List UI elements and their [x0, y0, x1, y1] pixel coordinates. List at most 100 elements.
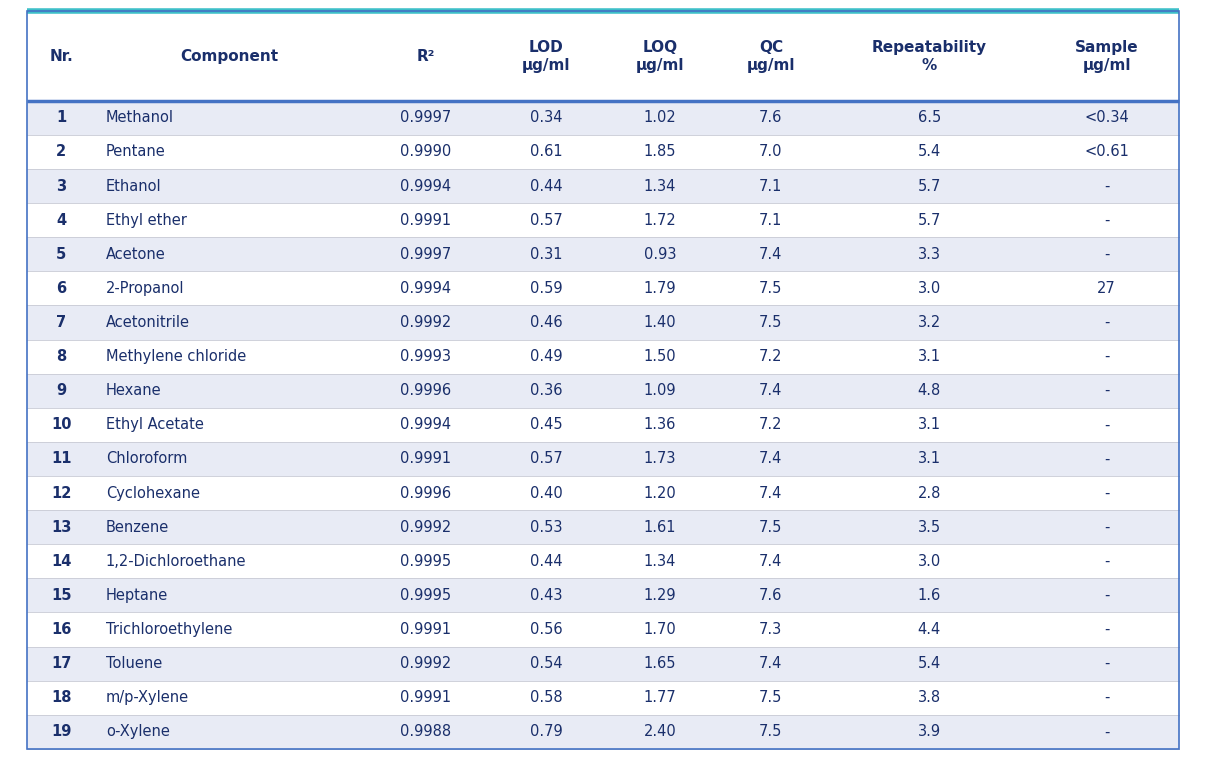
- Text: Methanol: Methanol: [106, 111, 174, 125]
- Text: 0.45: 0.45: [529, 418, 562, 432]
- Text: Acetonitrile: Acetonitrile: [106, 315, 189, 330]
- Text: 0.9993: 0.9993: [400, 349, 451, 364]
- Text: 5.4: 5.4: [918, 145, 941, 159]
- Text: 1.79: 1.79: [644, 281, 677, 296]
- Text: 3.0: 3.0: [918, 281, 941, 296]
- Text: 0.59: 0.59: [529, 281, 562, 296]
- Text: 7.4: 7.4: [760, 656, 783, 671]
- Text: 0.9992: 0.9992: [400, 315, 451, 330]
- Text: 7.5: 7.5: [760, 691, 783, 705]
- Text: 5.4: 5.4: [918, 656, 941, 671]
- Text: 18: 18: [51, 691, 71, 705]
- Text: 1.61: 1.61: [644, 520, 677, 534]
- Text: 1.50: 1.50: [644, 349, 677, 364]
- Text: 0.9991: 0.9991: [400, 452, 451, 466]
- Text: -: -: [1103, 520, 1110, 534]
- Bar: [27, 647, 1179, 681]
- Text: 0.58: 0.58: [529, 691, 562, 705]
- Text: 1.09: 1.09: [644, 384, 677, 398]
- Text: 2.40: 2.40: [644, 725, 677, 739]
- Bar: [27, 340, 1179, 374]
- Text: Component: Component: [180, 49, 279, 64]
- Text: 1,2-Dichloroethane: 1,2-Dichloroethane: [106, 554, 246, 568]
- Text: 2-Propanol: 2-Propanol: [106, 281, 185, 296]
- Text: 0.56: 0.56: [529, 622, 562, 637]
- Text: Cyclohexane: Cyclohexane: [106, 486, 200, 500]
- Text: 0.43: 0.43: [529, 588, 562, 603]
- Text: 7.4: 7.4: [760, 452, 783, 466]
- Text: 0.9988: 0.9988: [400, 725, 451, 739]
- Text: 0.9992: 0.9992: [400, 656, 451, 671]
- Text: Toluene: Toluene: [106, 656, 162, 671]
- Text: 12: 12: [51, 486, 71, 500]
- Text: 3.1: 3.1: [918, 349, 941, 364]
- Text: 3.0: 3.0: [918, 554, 941, 568]
- Bar: [27, 612, 1179, 647]
- Text: 7.5: 7.5: [760, 725, 783, 739]
- Text: 4: 4: [57, 213, 66, 227]
- Text: Benzene: Benzene: [106, 520, 169, 534]
- Text: -: -: [1103, 486, 1110, 500]
- Text: 0.9995: 0.9995: [400, 588, 451, 603]
- Text: 0.9995: 0.9995: [400, 554, 451, 568]
- Bar: [27, 715, 1179, 749]
- Text: 0.53: 0.53: [529, 520, 562, 534]
- Text: 0.57: 0.57: [529, 452, 562, 466]
- Text: 5.7: 5.7: [918, 213, 941, 227]
- Text: -: -: [1103, 315, 1110, 330]
- Text: 0.9996: 0.9996: [400, 384, 451, 398]
- Text: Nr.: Nr.: [49, 49, 74, 64]
- Text: LOQ
μg/ml: LOQ μg/ml: [636, 39, 684, 73]
- Text: R²: R²: [416, 49, 435, 64]
- Text: 7.5: 7.5: [760, 520, 783, 534]
- Bar: [27, 476, 1179, 510]
- Text: 27: 27: [1097, 281, 1116, 296]
- Bar: [27, 408, 1179, 442]
- Text: 19: 19: [51, 725, 71, 739]
- Text: 0.44: 0.44: [529, 554, 562, 568]
- Text: 7.4: 7.4: [760, 486, 783, 500]
- Text: 1: 1: [57, 111, 66, 125]
- Text: QC
μg/ml: QC μg/ml: [747, 39, 795, 73]
- Text: 13: 13: [51, 520, 71, 534]
- Text: 0.34: 0.34: [529, 111, 562, 125]
- Text: 3.1: 3.1: [918, 418, 941, 432]
- Text: 7.1: 7.1: [760, 213, 783, 227]
- Text: 0.9994: 0.9994: [400, 179, 451, 193]
- Text: o-Xylene: o-Xylene: [106, 725, 170, 739]
- Text: Chloroform: Chloroform: [106, 452, 187, 466]
- Text: 0.9997: 0.9997: [400, 247, 451, 262]
- Text: LOD
μg/ml: LOD μg/ml: [522, 39, 570, 73]
- Text: 1.34: 1.34: [644, 554, 677, 568]
- Text: Ethanol: Ethanol: [106, 179, 162, 193]
- Text: Repeatability
%: Repeatability %: [872, 39, 987, 73]
- Text: 7.4: 7.4: [760, 247, 783, 262]
- Text: Acetone: Acetone: [106, 247, 165, 262]
- Text: 0.31: 0.31: [529, 247, 562, 262]
- Text: 7.5: 7.5: [760, 281, 783, 296]
- Text: Trichloroethylene: Trichloroethylene: [106, 622, 233, 637]
- Text: -: -: [1103, 691, 1110, 705]
- Text: 4.4: 4.4: [918, 622, 941, 637]
- Text: -: -: [1103, 247, 1110, 262]
- Text: 3.8: 3.8: [918, 691, 941, 705]
- Text: -: -: [1103, 622, 1110, 637]
- Text: -: -: [1103, 725, 1110, 739]
- Text: 0.9991: 0.9991: [400, 622, 451, 637]
- Text: 5.7: 5.7: [918, 179, 941, 193]
- Text: 5: 5: [57, 247, 66, 262]
- Text: 1.34: 1.34: [644, 179, 677, 193]
- Text: 1.20: 1.20: [644, 486, 677, 500]
- Text: 3: 3: [57, 179, 66, 193]
- Bar: [27, 11, 1179, 101]
- Bar: [27, 544, 1179, 578]
- Bar: [27, 203, 1179, 237]
- Text: 1.73: 1.73: [644, 452, 677, 466]
- Text: Hexane: Hexane: [106, 384, 162, 398]
- Text: 7.3: 7.3: [760, 622, 783, 637]
- Text: 0.79: 0.79: [529, 725, 562, 739]
- Text: 7.1: 7.1: [760, 179, 783, 193]
- Text: -: -: [1103, 554, 1110, 568]
- Text: 14: 14: [51, 554, 71, 568]
- Text: 7.2: 7.2: [759, 349, 783, 364]
